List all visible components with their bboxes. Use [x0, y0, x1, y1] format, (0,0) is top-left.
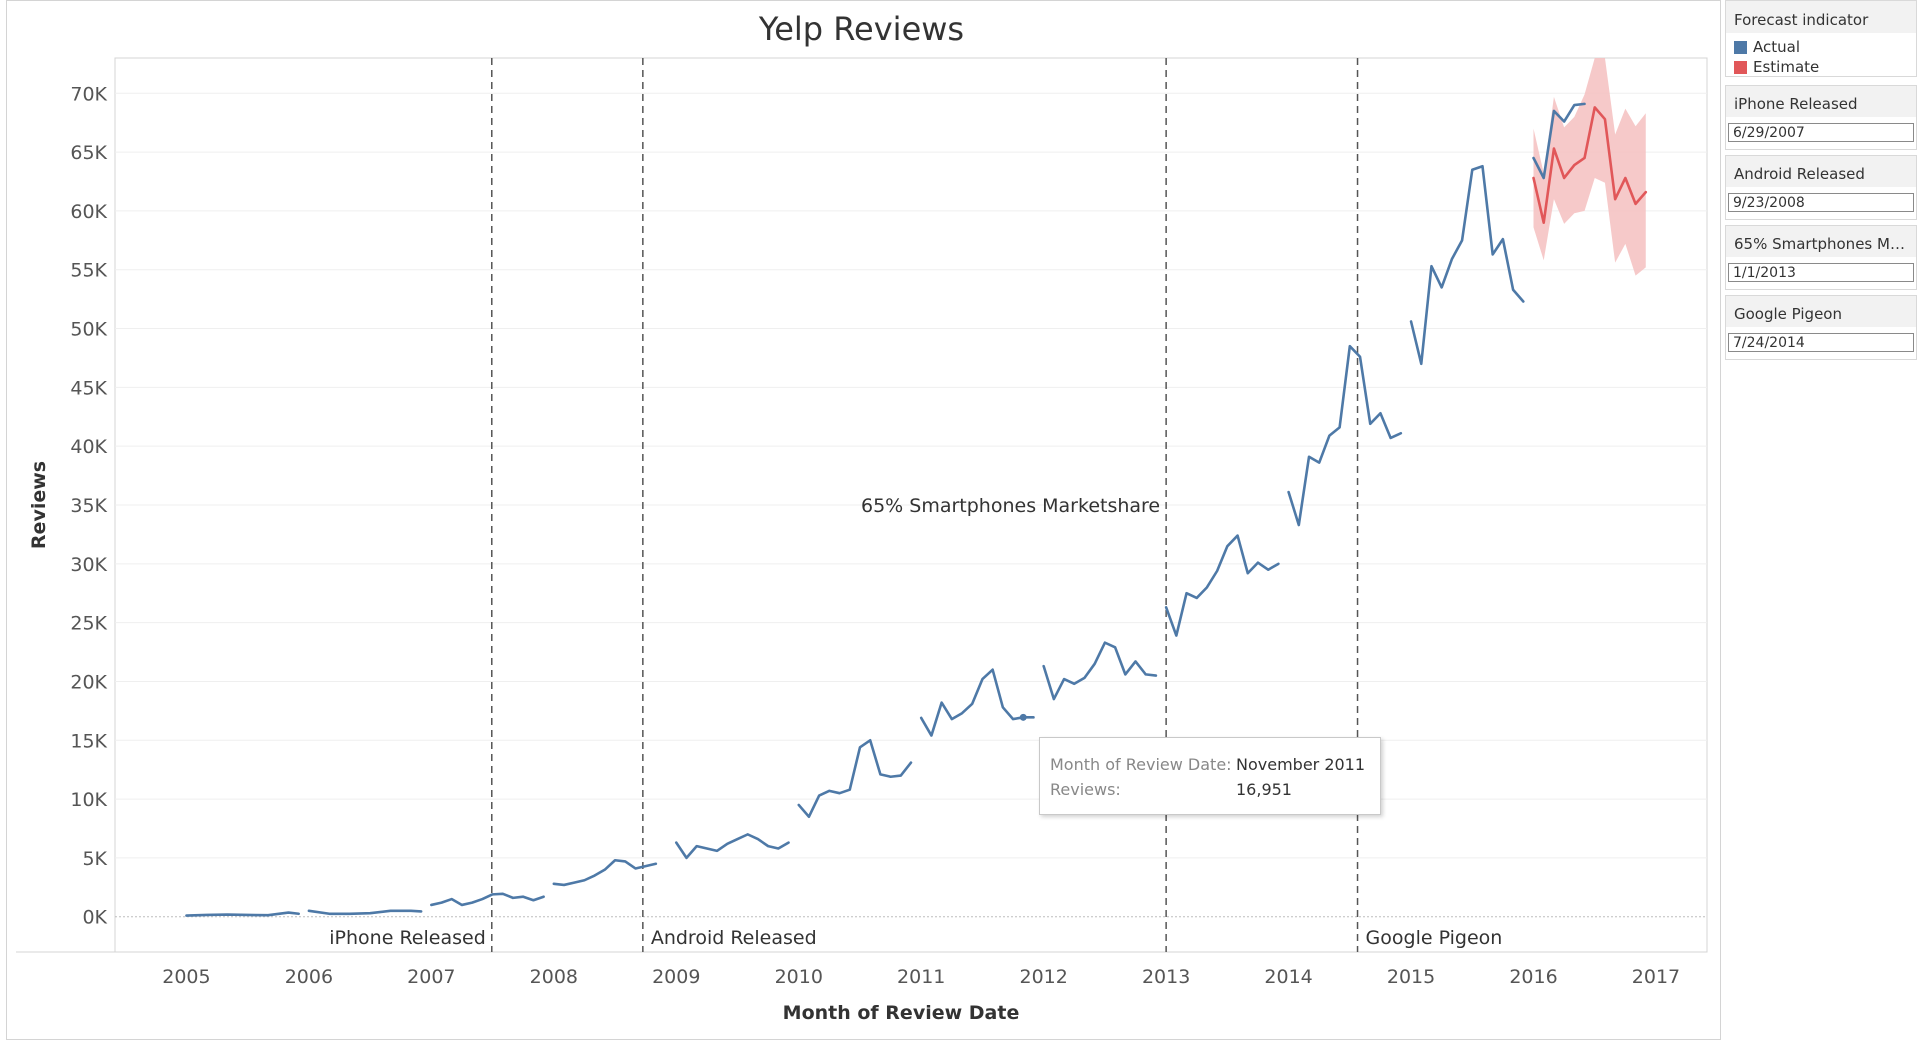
- x-axis-title: Month of Review Date: [783, 1002, 1020, 1024]
- y-tick-label: 45K: [70, 377, 107, 399]
- series-line-actual[interactable]: [1409, 164, 1525, 366]
- reference-line-label: Google Pigeon: [1366, 927, 1503, 949]
- parameter-title: iPhone Released: [1726, 86, 1916, 117]
- x-tick-label: 2013: [1142, 966, 1190, 988]
- series-line-actual[interactable]: [552, 858, 658, 887]
- y-tick-label: 10K: [70, 789, 107, 811]
- highlighted-point[interactable]: [1019, 713, 1027, 721]
- tooltip: Month of Review Date: November 2011 Revie…: [1039, 737, 1381, 815]
- x-tick-label: 2016: [1509, 966, 1557, 988]
- y-tick-label: 0K: [82, 907, 107, 929]
- y-axis-title: Reviews: [28, 461, 50, 549]
- legend-item-actual[interactable]: Actual: [1726, 37, 1916, 57]
- legend-label: Actual: [1753, 38, 1800, 56]
- parameter-input-smartphones[interactable]: 1/1/2013: [1728, 263, 1914, 282]
- series-line-actual[interactable]: [185, 911, 300, 917]
- y-tick-label: 70K: [70, 83, 107, 105]
- parameter-iphone-released: iPhone Released 6/29/2007: [1725, 85, 1917, 150]
- parameter-title: Google Pigeon: [1726, 296, 1916, 327]
- y-tick-label: 20K: [70, 671, 107, 693]
- tooltip-row-month: Month of Review Date: November 2011: [1050, 755, 1380, 780]
- parameter-input-iphone[interactable]: 6/29/2007: [1728, 123, 1914, 142]
- tooltip-key: Reviews:: [1050, 780, 1121, 799]
- x-tick-label: 2005: [162, 966, 210, 988]
- series-line-actual[interactable]: [674, 833, 790, 860]
- legend-title: Forecast indicator: [1726, 1, 1916, 33]
- series-line-estimate[interactable]: [1532, 106, 1648, 224]
- series-line-actual[interactable]: [430, 892, 545, 907]
- legend-swatch-actual: [1734, 40, 1747, 54]
- forecast-band: [1533, 58, 1646, 276]
- series-line-actual[interactable]: [797, 738, 913, 819]
- y-tick-label: 50K: [70, 319, 107, 341]
- x-tick-label: 2012: [1019, 966, 1067, 988]
- x-tick-label: 2014: [1264, 966, 1312, 988]
- y-tick-label: 15K: [70, 730, 107, 752]
- tooltip-row-reviews: Reviews: 16,951: [1050, 780, 1380, 805]
- series-line-actual[interactable]: [1532, 102, 1586, 180]
- line-chart[interactable]: 0K 5K 10K 15K 20K 25K 30K 35K 40K 45K 50K 55K 60K 65K…: [0, 0, 1723, 1043]
- reference-line-label: iPhone Released: [329, 927, 485, 949]
- y-tick-label: 35K: [70, 495, 107, 517]
- parameter-smartphones-marketshare: 65% Smartphones Mar... 1/1/2013: [1725, 225, 1917, 290]
- parameter-google-pigeon: Google Pigeon 7/24/2014: [1725, 295, 1917, 360]
- y-tick-label: 65K: [70, 142, 107, 164]
- tooltip-value: 16,951: [1236, 780, 1292, 799]
- y-tick-label: 30K: [70, 554, 107, 576]
- chart-title: Yelp Reviews: [758, 10, 965, 48]
- x-tick-label: 2007: [407, 966, 455, 988]
- reference-line-label: 65% Smartphones Marketshare: [861, 495, 1160, 517]
- y-tick-label: 5K: [82, 848, 107, 870]
- series-line-actual[interactable]: [307, 909, 423, 916]
- x-tick-label: 2008: [530, 966, 578, 988]
- series-line-actual[interactable]: [919, 668, 1035, 737]
- parameter-input-android[interactable]: 9/23/2008: [1728, 193, 1914, 212]
- y-tick-label: 25K: [70, 613, 107, 635]
- reference-line-label: Android Released: [651, 927, 817, 949]
- x-tick-label: 2010: [775, 966, 823, 988]
- tooltip-value: November 2011: [1236, 755, 1366, 774]
- parameter-title: 65% Smartphones Mar...: [1726, 226, 1916, 257]
- chart-worksheet: [6, 0, 1721, 1040]
- tooltip-key: Month of Review Date:: [1050, 755, 1232, 774]
- x-tick-label: 2009: [652, 966, 700, 988]
- series-line-actual[interactable]: [1042, 641, 1158, 701]
- legend-item-estimate[interactable]: Estimate: [1726, 57, 1916, 77]
- y-tick-label: 60K: [70, 201, 107, 223]
- legend-panel: Forecast indicator Actual Estimate: [1725, 0, 1917, 77]
- x-tick-label: 2015: [1387, 966, 1435, 988]
- y-tick-label: 40K: [70, 436, 107, 458]
- sidebar: Forecast indicator Actual Estimate iPhon…: [1725, 0, 1917, 365]
- x-tick-label: 2011: [897, 966, 945, 988]
- y-tick-label: 55K: [70, 260, 107, 282]
- x-tick-label: 2006: [285, 966, 333, 988]
- legend-label: Estimate: [1753, 58, 1820, 76]
- series-line-actual[interactable]: [1164, 534, 1280, 637]
- x-tick-label: 2017: [1632, 966, 1680, 988]
- series-line-actual[interactable]: [1287, 344, 1403, 527]
- parameter-input-pigeon[interactable]: 7/24/2014: [1728, 333, 1914, 352]
- parameter-android-released: Android Released 9/23/2008: [1725, 155, 1917, 220]
- legend-swatch-estimate: [1734, 60, 1747, 74]
- parameter-title: Android Released: [1726, 156, 1916, 187]
